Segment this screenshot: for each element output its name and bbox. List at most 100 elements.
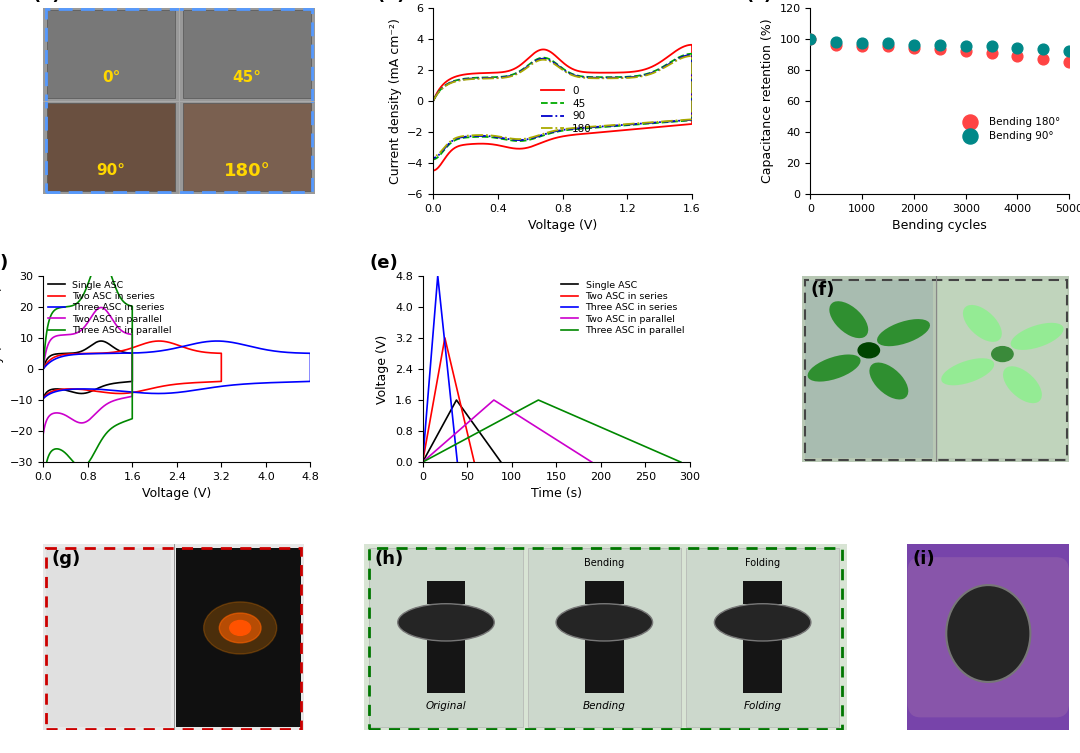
- Bending 90°: [931, 38, 948, 50]
- Bending 90°: [957, 41, 974, 53]
- X-axis label: Time (s): Time (s): [530, 487, 582, 501]
- Single ASC: [495, 458, 508, 467]
- Ellipse shape: [963, 305, 1002, 342]
- Two ASC in series: [176, 379, 189, 388]
- Three ASC in series: [165, 389, 178, 398]
- Ellipse shape: [941, 358, 995, 386]
- Text: (c): (c): [746, 0, 773, 4]
- Bending 180°: [853, 41, 870, 53]
- Two ASC in parallel: [417, 457, 430, 466]
- Two ASC in parallel: [37, 364, 50, 373]
- Two ASC in series: [37, 394, 50, 403]
- Three ASC in series: [435, 306, 448, 316]
- Two ASC in series: [416, 457, 429, 466]
- Bending 180°: [1061, 56, 1078, 68]
- Three ASC in parallel: [37, 364, 50, 373]
- Two ASC in parallel: [568, 447, 581, 456]
- Two ASC in parallel: [585, 458, 598, 467]
- Two ASC in parallel: [416, 458, 429, 467]
- Line: Single ASC: Single ASC: [422, 400, 501, 462]
- 45: [551, 127, 564, 136]
- Bending 180°: [801, 32, 819, 44]
- 180: [427, 152, 440, 161]
- Line: Three ASC in parallel: Three ASC in parallel: [43, 258, 132, 487]
- Circle shape: [859, 343, 879, 358]
- Three ASC in parallel: [417, 457, 430, 466]
- Text: (e): (e): [369, 254, 397, 272]
- Ellipse shape: [1003, 366, 1042, 403]
- Text: Bending: Bending: [583, 701, 625, 711]
- Three ASC in series: [416, 458, 429, 467]
- Single ASC: [417, 457, 430, 466]
- Single ASC: [450, 395, 463, 404]
- Single ASC: [416, 458, 429, 467]
- X-axis label: Voltage (V): Voltage (V): [143, 487, 212, 501]
- Single ASC: [62, 386, 75, 395]
- Single ASC: [458, 407, 471, 416]
- Bending 180°: [1009, 50, 1026, 62]
- 0: [644, 123, 657, 133]
- Text: Bending: Bending: [584, 558, 624, 568]
- Y-axis label: Current density (mA cm⁻²): Current density (mA cm⁻²): [0, 286, 4, 452]
- Two ASC in series: [152, 337, 165, 346]
- Three ASC in parallel: [416, 458, 429, 467]
- Legend: Single ASC, Two ASC in series, Three ASC in series, Two ASC in parallel, Three A: Single ASC, Two ASC in series, Three ASC…: [48, 281, 172, 335]
- 45: [615, 121, 627, 130]
- Two ASC in series: [444, 358, 457, 367]
- Text: Folding: Folding: [745, 558, 780, 568]
- 180: [498, 133, 511, 142]
- Bar: [939, 279, 1067, 459]
- X-axis label: Voltage (V): Voltage (V): [528, 219, 597, 232]
- Single ASC: [95, 337, 108, 346]
- Bending 180°: [905, 42, 922, 54]
- Bar: [369, 548, 523, 727]
- Bar: [585, 581, 623, 604]
- 0: [498, 142, 511, 151]
- Bending 90°: [983, 41, 1000, 53]
- 45: [630, 120, 643, 129]
- Two ASC in parallel: [80, 417, 93, 426]
- Single ASC: [486, 447, 499, 456]
- Two ASC in parallel: [510, 410, 523, 419]
- Line: Two ASC in series: Two ASC in series: [422, 338, 474, 462]
- Two ASC in series: [438, 334, 451, 343]
- Three ASC in parallel: [559, 407, 572, 416]
- Text: (a): (a): [32, 0, 60, 4]
- Three ASC in series: [260, 378, 273, 387]
- Bending 180°: [1035, 53, 1052, 65]
- Line: Single ASC: Single ASC: [43, 341, 132, 398]
- Three ASC in parallel: [565, 410, 578, 419]
- Y-axis label: Current density (mA cm⁻²): Current density (mA cm⁻²): [389, 18, 402, 184]
- Three ASC in series: [69, 350, 82, 359]
- Two ASC in parallel: [111, 395, 124, 404]
- Single ASC: [80, 389, 93, 398]
- Three ASC in parallel: [80, 461, 93, 470]
- Circle shape: [714, 604, 811, 641]
- FancyBboxPatch shape: [907, 557, 1069, 718]
- 180: [459, 75, 472, 84]
- Circle shape: [946, 585, 1030, 682]
- Bar: [48, 103, 175, 191]
- Single ASC: [37, 364, 50, 373]
- Bar: [528, 548, 681, 727]
- Text: 45°: 45°: [232, 70, 261, 85]
- Three ASC in series: [431, 271, 444, 280]
- Two ASC in series: [444, 357, 457, 366]
- Three ASC in series: [447, 424, 460, 433]
- Bar: [176, 548, 301, 727]
- 90: [644, 118, 657, 127]
- Single ASC: [459, 407, 472, 416]
- Bending 180°: [931, 44, 948, 56]
- Ellipse shape: [1011, 323, 1064, 350]
- Bending 90°: [827, 35, 845, 47]
- Two ASC in series: [186, 378, 199, 387]
- Two ASC in parallel: [507, 407, 519, 416]
- Bar: [184, 11, 311, 98]
- Three ASC in series: [450, 458, 463, 467]
- Single ASC: [481, 438, 494, 447]
- Two ASC in parallel: [48, 332, 60, 341]
- 180: [551, 126, 564, 135]
- 90: [498, 134, 511, 143]
- Two ASC in parallel: [505, 407, 518, 416]
- Bar: [427, 637, 465, 694]
